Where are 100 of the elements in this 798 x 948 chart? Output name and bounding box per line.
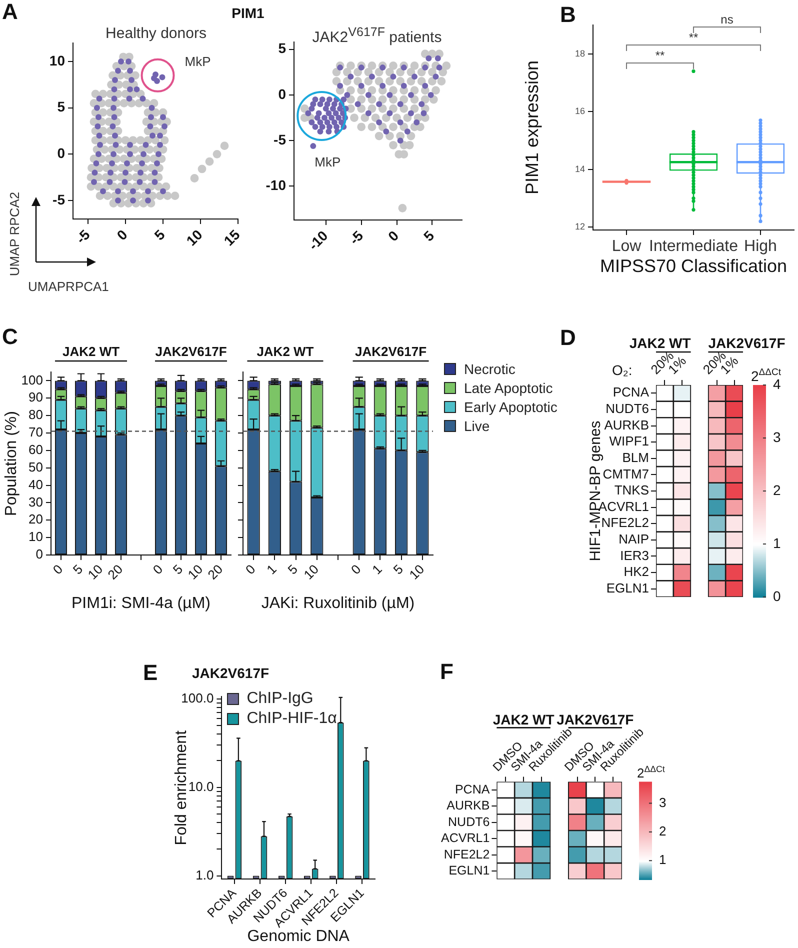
x-tick-label: -5 bbox=[346, 227, 366, 248]
color-bar-label: 3 bbox=[659, 794, 666, 810]
y-tick-label: 90 bbox=[28, 390, 43, 405]
x-tick-label: 10 bbox=[84, 562, 106, 582]
text: JAK2V617F bbox=[556, 712, 634, 728]
text: JAK2 WT bbox=[256, 344, 314, 359]
legend-label: ChIP-IgG bbox=[246, 690, 314, 708]
text: JAK2V617F bbox=[155, 344, 227, 359]
y-tick-label: NFE2L2 bbox=[601, 515, 649, 530]
y-tick-label: NAIP bbox=[618, 532, 649, 546]
text: A bbox=[2, 0, 18, 24]
x-tick-label: Intermediate bbox=[649, 238, 738, 256]
y-tick-label: PCNA bbox=[612, 384, 650, 400]
text: C bbox=[2, 324, 18, 350]
y-tick-label: -5 bbox=[274, 131, 286, 148]
y-tick-label: 18 bbox=[574, 48, 585, 58]
x-axis-title: Genomic DNA bbox=[247, 928, 350, 945]
y-tick-label: 100 bbox=[21, 372, 43, 388]
x-tick-label: 20 bbox=[104, 562, 126, 582]
y-tick-label: EGLN1 bbox=[448, 864, 490, 878]
x-tick-label: 0 bbox=[384, 227, 402, 244]
y-axis-title: Population (%) bbox=[3, 411, 20, 516]
color-bar-label: 4 bbox=[773, 376, 781, 392]
chart-title: JAK2V617F bbox=[192, 665, 270, 682]
x-tick-label: High bbox=[744, 238, 777, 256]
legend-label: Early Apoptotic bbox=[464, 398, 558, 415]
annotation: ** bbox=[688, 30, 698, 44]
y-tick-label: 10 bbox=[49, 52, 66, 68]
y-tick-label: 100.0 bbox=[181, 690, 214, 706]
chart-title: PIM1 bbox=[232, 5, 264, 22]
x-axis-title: O₂: bbox=[612, 362, 632, 378]
y-tick-label: 0 bbox=[278, 86, 286, 102]
text: D bbox=[560, 325, 576, 350]
text: JAK2 WT bbox=[629, 335, 692, 351]
x-tick-label: 10 bbox=[300, 562, 322, 582]
y-tick-label: 10.0 bbox=[188, 778, 214, 794]
y-tick-label: 14 bbox=[574, 164, 585, 174]
y-tick-label: 30 bbox=[28, 494, 43, 510]
y-tick-label: 10 bbox=[28, 529, 43, 544]
annotation: ns bbox=[720, 12, 734, 26]
x-axis-title: MIPSS70 Classification bbox=[600, 256, 788, 276]
chart-subtitle: Healthy donors bbox=[106, 25, 206, 42]
x-tick-label: -10 bbox=[305, 227, 331, 254]
y-axis-title: UMAP RPCA2 bbox=[6, 192, 22, 276]
x-tick-label: 5 bbox=[70, 562, 86, 578]
color-bar-label: 2 bbox=[659, 824, 666, 839]
y-tick-label: 1.0 bbox=[196, 867, 214, 882]
y-tick-label: 12 bbox=[574, 222, 585, 232]
y-tick-label: CMTM7 bbox=[602, 466, 649, 482]
annotation: ** bbox=[655, 48, 665, 62]
x-tick-label: 5 bbox=[420, 227, 438, 244]
text: JAK2 WT bbox=[62, 344, 120, 359]
text: B bbox=[560, 2, 576, 28]
text: JAK2V617F bbox=[708, 335, 786, 351]
legend-label: Necrotic bbox=[464, 360, 516, 377]
color-bar-label: 3 bbox=[773, 428, 781, 445]
y-tick-label: 80 bbox=[28, 407, 43, 422]
y-tick-label: BLM bbox=[622, 450, 649, 465]
x-tick-label: Low bbox=[612, 238, 642, 256]
x-tick-label: 5 bbox=[170, 562, 186, 578]
y-axis-title: PIM1 expression bbox=[522, 60, 542, 195]
x-tick-label: -5 bbox=[72, 226, 93, 247]
y-tick-label: 50 bbox=[28, 459, 43, 474]
y-tick-label: 0 bbox=[36, 546, 43, 562]
x-axis-title: UMAPRPCA1 bbox=[28, 279, 109, 294]
x-tick-label: 1 bbox=[369, 562, 385, 578]
x-tick-label: 0 bbox=[114, 226, 130, 244]
color-bar-label: 1 bbox=[773, 534, 781, 551]
x-tick-label: 1 bbox=[264, 562, 280, 578]
x-tick-label: 5 bbox=[151, 226, 168, 244]
legend-label: ChIP-HIF-1α bbox=[246, 710, 337, 728]
y-tick-label: WIPF1 bbox=[609, 434, 649, 449]
x-tick-label: 0 bbox=[150, 562, 166, 578]
x-tick-label: 5 bbox=[390, 562, 406, 578]
y-tick-label: HK2 bbox=[624, 564, 649, 580]
x-tick-label: 0 bbox=[242, 562, 258, 578]
legend-label: Late Apoptotic bbox=[464, 380, 553, 396]
y-tick-label: 60 bbox=[28, 442, 43, 458]
y-tick-label: ACVRL1 bbox=[441, 831, 490, 846]
y-tick-label: 16 bbox=[574, 106, 585, 116]
y-tick-label: -5 bbox=[52, 191, 66, 208]
text: F bbox=[440, 659, 454, 684]
y-tick-label: AURKB bbox=[446, 798, 490, 813]
annotation: MkP bbox=[184, 54, 211, 69]
y-tick-label: 40 bbox=[28, 476, 43, 492]
y-tick-label: NFE2L2 bbox=[444, 847, 490, 862]
annotation: MkP bbox=[314, 154, 341, 170]
y-tick-label: NUDT6 bbox=[606, 401, 649, 416]
y-tick-label: 20 bbox=[28, 512, 43, 527]
text: JAK2V617F bbox=[355, 344, 427, 359]
color-bar-label: 0 bbox=[773, 588, 781, 604]
y-tick-label: 5 bbox=[57, 98, 66, 115]
x-axis-title: PIM1i: SMI-4a (µM) bbox=[71, 594, 211, 612]
y-axis-title: Fold enrichment bbox=[173, 730, 190, 846]
y-tick-label: 70 bbox=[28, 424, 43, 440]
y-tick-label: EGLN1 bbox=[606, 580, 649, 596]
chart-subtitle: JAK2$^{V617F}$ patients bbox=[312, 25, 442, 46]
text: E bbox=[143, 660, 158, 686]
y-tick-label: 0 bbox=[57, 145, 66, 162]
color-bar-label: 2 bbox=[773, 482, 781, 498]
